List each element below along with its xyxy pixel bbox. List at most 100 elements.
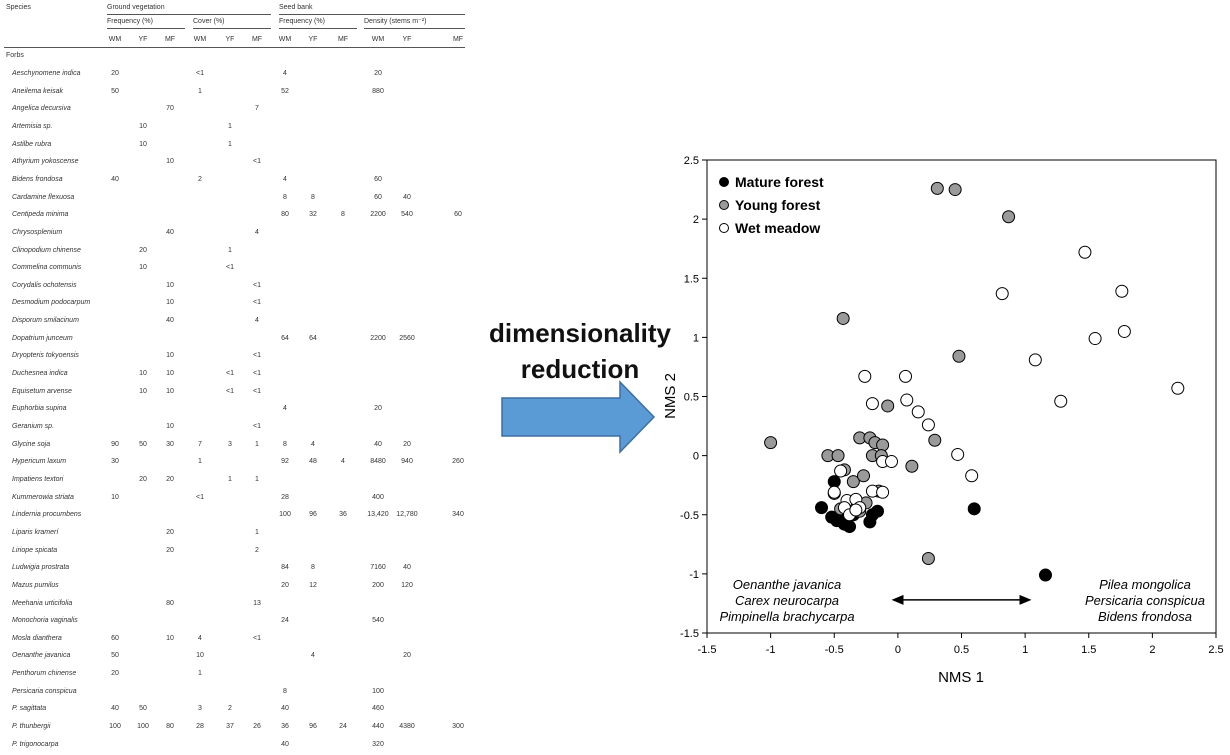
species-name: Corydalis ochotensis <box>12 281 77 289</box>
young-forest-point <box>952 349 966 363</box>
table-cell: 1 <box>255 475 259 483</box>
x-tick-label: 1.5 <box>1081 644 1096 656</box>
table-cell: 37 <box>226 723 234 731</box>
species-name: Centipeda minima <box>12 211 69 219</box>
table-cell: 20 <box>111 70 119 77</box>
group-label: Forbs <box>6 52 24 59</box>
young-forest-legend-marker <box>719 200 729 210</box>
table-cell: 60 <box>374 193 382 201</box>
species-name: Glycine soja <box>12 440 51 448</box>
table-cell: 2200 <box>370 334 386 342</box>
table-cell: 60 <box>374 175 382 183</box>
table-cell: <1 <box>196 493 204 501</box>
x-axis-label: NMS 1 <box>938 669 984 686</box>
wet-meadow-point <box>1078 245 1092 259</box>
table-cell: 1 <box>255 528 259 536</box>
table-cell: 80 <box>166 599 174 607</box>
table-cell: 4 <box>283 175 287 183</box>
header-ground-vegetation: Ground vegetation <box>107 4 165 11</box>
table-cell: 2 <box>255 546 259 554</box>
table-cell: 10 <box>139 122 147 130</box>
table-cell: 1 <box>198 87 202 95</box>
table-cell: 10 <box>139 370 147 378</box>
table-cell: 40 <box>403 193 411 201</box>
table-cell: 84 <box>281 564 289 572</box>
site-code: WM <box>108 36 122 43</box>
species-name: Hypericum laxum <box>12 458 67 466</box>
table-cell: <1 <box>253 634 261 642</box>
site-code: YF <box>402 36 412 43</box>
right-species-annotation: Bidens frondosa <box>1098 609 1192 624</box>
table-cell: 40 <box>403 564 411 572</box>
right-species-annotation: Persicaria conspicua <box>1085 593 1205 608</box>
right-arrow-icon <box>501 380 656 454</box>
species-name: Clinopodium chinense <box>12 246 81 254</box>
site-code: WM <box>278 36 292 43</box>
table-cell: 36 <box>281 723 289 731</box>
table-cell: 4 <box>311 652 315 660</box>
table-cell: <1 <box>253 370 261 378</box>
young-forest-point <box>928 433 942 447</box>
table-cell: 92 <box>281 458 289 466</box>
wet-meadow-point <box>865 397 879 411</box>
table-cell: 400 <box>372 493 384 501</box>
species-name: Astilbe rubra <box>12 140 52 148</box>
table-cell: 10 <box>166 423 174 430</box>
wet-meadow-point <box>951 447 965 461</box>
table-cell: 1 <box>228 475 232 483</box>
arrow-caption-line2: reduction <box>520 354 640 384</box>
table-cell: 8 <box>283 687 287 695</box>
table-cell: 3 <box>228 440 232 448</box>
table-cell: 10 <box>139 387 147 395</box>
table-cell: 90 <box>111 440 119 448</box>
mature-forest-point <box>1038 568 1052 582</box>
table-cell: 20 <box>166 528 174 536</box>
species-name: Bidens frondosa <box>12 175 63 183</box>
table-cell: 10 <box>166 158 174 166</box>
species-name: Meehania urticifolia <box>12 599 73 607</box>
species-name: Lindernia procumbens <box>12 511 82 519</box>
table-cell: 20 <box>139 246 147 254</box>
table-cell: 460 <box>372 705 384 713</box>
species-name: Dryopteris tokyoensis <box>12 352 79 360</box>
table-cell: 70 <box>166 105 174 113</box>
table-cell: 60 <box>454 211 462 219</box>
site-code: MF <box>164 36 176 43</box>
wet-meadow-point <box>1171 381 1185 395</box>
header-rule-seed <box>279 14 465 15</box>
table-cell: <1 <box>196 70 204 77</box>
table-cell: 4380 <box>399 723 415 731</box>
young-forest-point <box>836 311 850 325</box>
subheader-rule-2 <box>193 28 271 29</box>
table-cell: 10 <box>166 352 174 360</box>
table-cell: 8 <box>283 193 287 201</box>
wet-meadow-point <box>921 418 935 432</box>
site-code: MF <box>251 36 263 43</box>
table-cell: 4 <box>283 405 287 413</box>
table-cell: 100 <box>279 511 291 519</box>
table-cell: 60 <box>111 634 119 642</box>
site-code: MF <box>452 36 464 43</box>
header-sb-frequency: Frequency (%) <box>279 18 325 25</box>
table-cell: 10 <box>166 634 174 642</box>
mature-forest-legend-marker <box>719 177 729 187</box>
header-species: Species <box>6 4 31 11</box>
wet-meadow-point <box>899 369 913 383</box>
table-cell: 50 <box>139 705 147 713</box>
table-cell: 120 <box>401 581 413 589</box>
table-cell: 2560 <box>399 334 415 342</box>
table-top-rule <box>4 47 465 48</box>
table-cell: <1 <box>253 352 261 360</box>
species-name: Chrysosplenium <box>12 228 63 236</box>
table-cell: 20 <box>374 70 382 77</box>
species-name: P. trigonocarpa <box>12 740 59 748</box>
x-tick-label: -1.5 <box>698 644 717 656</box>
table-cell: 2 <box>228 705 232 713</box>
species-name: Penthorum chinense <box>12 670 77 678</box>
table-cell: 7 <box>198 440 202 448</box>
young-forest-point <box>876 438 890 452</box>
species-name: Desmodium podocarpum <box>12 299 91 307</box>
species-name: P. sagittata <box>12 705 47 713</box>
table-cell: 1 <box>228 122 232 130</box>
subheader-rule-4 <box>364 28 465 29</box>
